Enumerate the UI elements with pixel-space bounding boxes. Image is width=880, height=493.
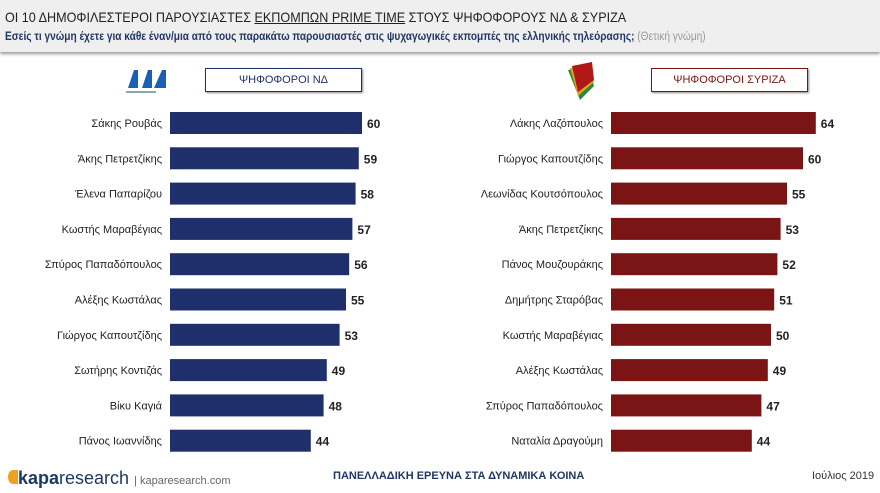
syriza-voters-header: ΨΗΦΟΦΟΡΟΙ ΣΥΡΙΖΑ	[651, 68, 808, 92]
data-label: 47	[766, 399, 780, 413]
bar	[170, 253, 350, 276]
category-label: Αλέξης Κωστάλας	[516, 365, 603, 377]
syriza-logo-icon	[568, 62, 594, 100]
bar	[170, 394, 324, 417]
bar	[611, 112, 816, 134]
data-label: 55	[792, 188, 806, 202]
nd-logo-icon	[126, 70, 166, 93]
category-label: Έλενα Παπαρίζου	[74, 189, 162, 201]
data-label: 55	[351, 294, 365, 308]
category-label: Λάκης Λαζόπουλος	[510, 118, 603, 130]
category-label: Λεωνίδας Κουτσόπουλος	[481, 189, 603, 201]
bar	[611, 359, 768, 382]
category-label: Δημήτρης Σταρόβας	[505, 295, 603, 307]
category-label: Άκης Πετρετζίκης	[78, 153, 162, 165]
category-label: Σπύρος Παπαδόπουλος	[486, 400, 603, 412]
data-label: 49	[332, 364, 346, 378]
category-label: Ναταλία Δραγούμη	[511, 436, 603, 448]
kapa-logo: kaparesearch | kaparesearch.com	[8, 468, 231, 489]
bar	[170, 147, 359, 170]
data-label: 49	[773, 364, 787, 378]
category-label: Σπύρος Παπαδόπουλος	[45, 259, 162, 271]
data-label: 53	[345, 329, 359, 343]
data-label: 50	[776, 329, 790, 343]
data-label: 44	[757, 435, 771, 449]
page-title: ΟΙ 10 ΔΗΜΟΦΙΛΕΣΤΕΡΟΙ ΠΑΡΟΥΣΙΑΣΤΕΣ ΕΚΠΟΜΠ…	[5, 9, 627, 25]
bar	[611, 253, 778, 276]
bar	[611, 217, 781, 240]
bar	[170, 182, 356, 205]
bar	[611, 429, 752, 452]
data-label: 60	[367, 117, 381, 131]
bar	[170, 359, 327, 382]
category-label: Πάνος Ιωαννίδης	[79, 436, 162, 448]
data-label: 44	[316, 435, 330, 449]
bar	[170, 217, 353, 240]
survey-date: Ιούλιος 2019	[812, 470, 875, 482]
data-label: 59	[364, 152, 378, 166]
bar	[611, 147, 803, 170]
category-label: Σάκης Ρουβάς	[91, 118, 162, 130]
category-label: Αλέξης Κωστάλας	[75, 295, 162, 307]
data-label: 58	[361, 188, 375, 202]
survey-label: ΠΑΝΕΛΛΑΔΙΚΗ ΕΡΕΥΝΑ ΣΤΑ ΔΥΝΑΜΙΚΑ ΚΟΙΝΑ	[333, 470, 585, 482]
bar	[611, 323, 771, 346]
bar	[611, 288, 775, 311]
category-label: Σωτήρης Κοντιζάς	[74, 365, 162, 377]
bar	[170, 288, 346, 311]
bar	[170, 323, 340, 346]
category-label: Κωστής Μαραβέγιας	[62, 224, 162, 236]
bar	[611, 182, 787, 205]
category-label: Βίκυ Καγιά	[110, 400, 163, 412]
category-label: Άκης Πετρετζίκης	[519, 224, 603, 236]
data-label: 53	[786, 223, 800, 237]
data-label: 60	[808, 152, 822, 166]
bar	[611, 394, 762, 417]
data-label: 64	[821, 117, 835, 131]
category-label: Γιώργος Καπουτζίδης	[57, 330, 162, 342]
data-label: 56	[354, 258, 368, 272]
data-label: 48	[329, 399, 343, 413]
header-band: ΟΙ 10 ΔΗΜΟΦΙΛΕΣΤΕΡΟΙ ΠΑΡΟΥΣΙΑΣΤΕΣ ΕΚΠΟΜΠ…	[0, 0, 880, 52]
bar	[170, 112, 362, 134]
bar	[170, 429, 311, 452]
nd-voters-header: ΨΗΦΟΦΟΡΟΙ ΝΔ	[205, 68, 362, 92]
data-label: 57	[357, 223, 371, 237]
data-label: 52	[782, 258, 796, 272]
site-link: kaparesearch.com	[140, 475, 231, 487]
category-label: Πάνος Μουζουράκης	[502, 259, 603, 271]
page-subtitle: Εσείς τι γνώμη έχετε για κάθε έναν/μια α…	[5, 31, 706, 43]
data-label: 51	[779, 294, 793, 308]
category-label: Κωστής Μαραβέγιας	[503, 330, 603, 342]
category-label: Γιώργος Καπουτζίδης	[498, 153, 603, 165]
